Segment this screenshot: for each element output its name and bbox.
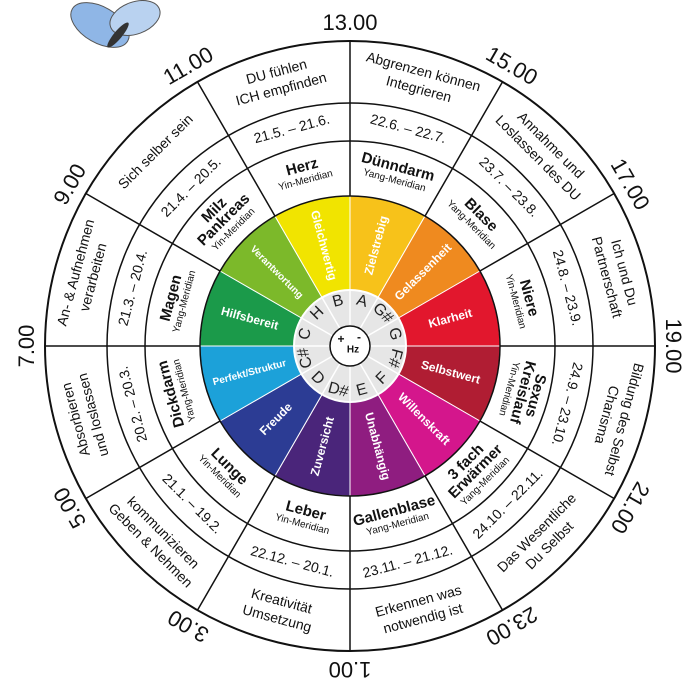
hub-unit: Hz — [347, 345, 359, 356]
butterfly — [63, 0, 165, 57]
time-label: 1.00 — [329, 657, 372, 682]
time-label: 13.00 — [322, 10, 377, 35]
hub-minus: - — [357, 330, 361, 344]
time-label: 7.00 — [14, 325, 39, 368]
time-label: 19.00 — [661, 318, 686, 373]
hub-plus: + — [337, 332, 344, 346]
meridian-wheel: 13.00Abgrenzen könnenIntegrieren22.6. – … — [0, 0, 690, 690]
